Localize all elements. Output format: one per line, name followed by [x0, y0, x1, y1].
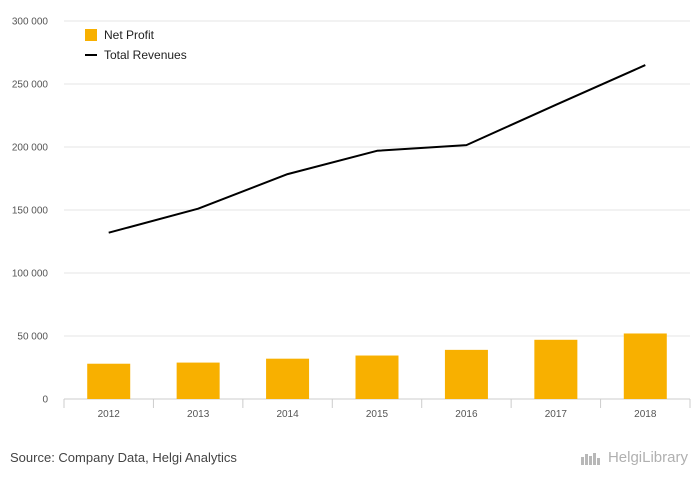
y-tick-label: 200 000: [12, 143, 49, 154]
y-tick-label: 50 000: [17, 332, 48, 343]
net-profit-bar: [266, 358, 310, 399]
y-tick-label: 100 000: [12, 269, 49, 280]
total-revenues-line: [108, 64, 646, 234]
legend: Net Profit Total Revenues: [85, 28, 187, 62]
net-profit-bar: [176, 362, 220, 399]
line-series: [108, 64, 646, 234]
grid-lines: [64, 20, 690, 337]
net-profit-bar: [623, 333, 667, 399]
x-tick-label: 2018: [634, 409, 657, 420]
x-tick-label: 2015: [366, 409, 389, 420]
y-axis-ticks: 0 50 000 100 000 150 000 200 000 250 000 300 0…: [12, 17, 49, 406]
x-tick-label: 2014: [276, 409, 299, 420]
y-tick-label: 250 000: [12, 80, 49, 91]
x-axis: 2012 2013 2014 2015 2016 2017 2018: [63, 398, 691, 420]
legend-swatch-bar: [85, 29, 97, 41]
net-profit-bar: [534, 339, 578, 399]
bar-series: [87, 333, 667, 399]
net-profit-bar: [355, 355, 399, 399]
y-tick-label: 150 000: [12, 206, 49, 217]
x-tick-label: 2017: [545, 409, 568, 420]
legend-label: Total Revenues: [104, 48, 187, 62]
x-tick-label: 2013: [187, 409, 210, 420]
y-tick-label: 0: [42, 395, 48, 406]
legend-label: Net Profit: [104, 28, 155, 42]
net-profit-bar: [444, 349, 488, 399]
x-tick-label: 2016: [455, 409, 478, 420]
logo-text: HelgiLibrary: [607, 449, 688, 466]
net-profit-bar: [87, 363, 131, 399]
logo: HelgiLibrary: [580, 449, 688, 466]
source-note: Source: Company Data, Helgi Analytics: [10, 450, 237, 465]
y-tick-label: 300 000: [12, 17, 49, 28]
chart: 0 50 000 100 000 150 000 200 000 250 000 300 0…: [12, 17, 691, 420]
x-tick-label: 2012: [98, 409, 121, 420]
library-logo-icon: [580, 452, 600, 465]
